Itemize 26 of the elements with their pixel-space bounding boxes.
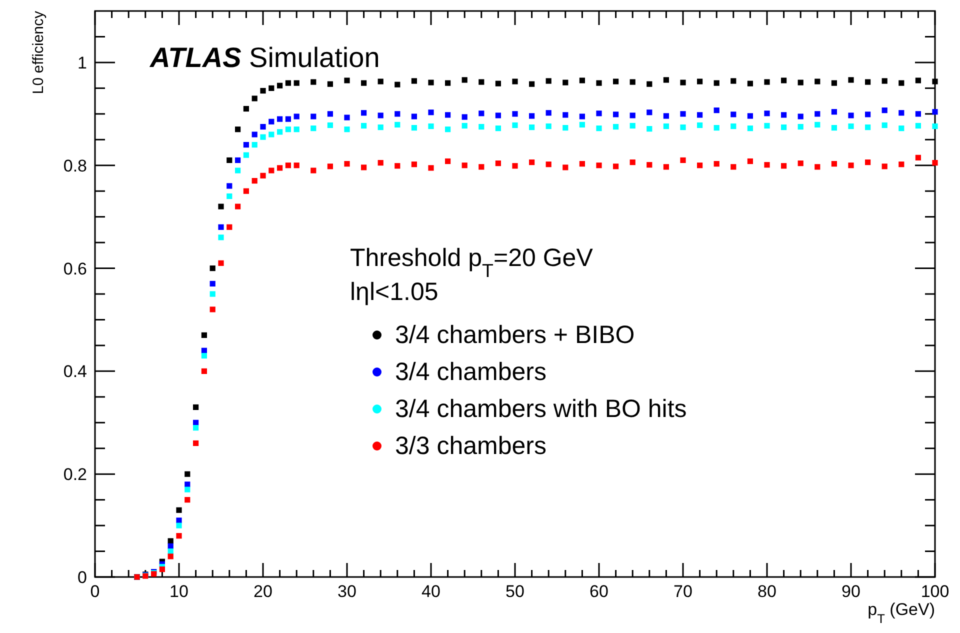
annotation: lηl<1.05 <box>350 278 438 306</box>
x-tick-label: 40 <box>422 582 440 601</box>
x-tick-label: 50 <box>506 582 524 601</box>
x-tick-label: 20 <box>254 582 272 601</box>
x-tick-label: 60 <box>590 582 608 601</box>
x-axis-title: p$_{T}$ (GeV) <box>868 600 935 626</box>
x-tick-label: 100 <box>920 582 950 601</box>
y-axis-title: L0 efficiency <box>30 10 47 94</box>
annotation: Threshold p$_{T}$=20 GeV <box>350 244 594 280</box>
x-tick-label: 10 <box>170 582 188 601</box>
y-tick-label: 1 <box>78 53 87 72</box>
y-tick-label: 0.4 <box>63 362 87 382</box>
x-tick-label: 80 <box>758 582 776 601</box>
legend-label: 3/4 chambers <box>395 358 546 386</box>
annotation: ATLAS Simulation <box>149 42 380 73</box>
y-tick-label: 0 <box>78 568 87 587</box>
legend-label: 3/4 chambers + BIBO <box>395 321 635 349</box>
x-tick-label: 90 <box>842 582 860 601</box>
legend-label: 3/3 chambers <box>395 432 546 460</box>
y-tick-label: 0.8 <box>63 156 87 176</box>
x-tick-label: 30 <box>338 582 356 601</box>
x-tick-label: 0 <box>90 582 100 601</box>
y-tick-label: 0.6 <box>63 259 87 278</box>
legend-label: 3/4 chambers with BO hits <box>395 395 687 423</box>
y-tick-label: 0.2 <box>63 465 87 484</box>
x-tick-label: 70 <box>674 582 692 601</box>
